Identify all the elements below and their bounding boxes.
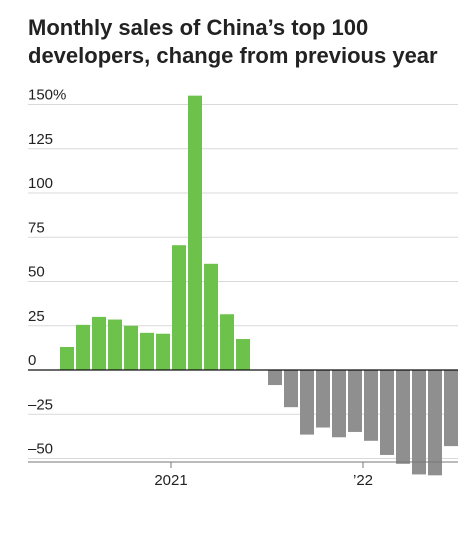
- axes: [28, 369, 458, 468]
- bar: [76, 324, 90, 370]
- y-tick-label: 25: [28, 308, 45, 325]
- bar: [380, 370, 394, 455]
- y-tick-label: 0: [28, 352, 36, 369]
- chart-title: Monthly sales of China’s top 100 develop…: [28, 15, 438, 68]
- bar: [236, 339, 250, 370]
- bar: [428, 370, 442, 476]
- bar: [300, 370, 314, 435]
- bar: [348, 370, 362, 432]
- y-tick-label: 50: [28, 264, 45, 281]
- bar: [316, 370, 330, 428]
- bar: [124, 325, 138, 370]
- bar: [156, 333, 170, 370]
- bar: [60, 346, 74, 370]
- bar: [364, 370, 378, 441]
- bar: [140, 332, 154, 370]
- bar: [284, 370, 298, 408]
- bars: [60, 95, 458, 476]
- bar: [188, 95, 202, 371]
- y-tick-label: –50: [28, 441, 53, 458]
- bar: [204, 263, 218, 370]
- bar: [444, 370, 458, 447]
- bar: [108, 319, 122, 370]
- bar: [396, 370, 410, 464]
- bar: [268, 370, 282, 386]
- x-tick-label: 2021: [154, 472, 187, 489]
- bar: [220, 314, 234, 370]
- y-tick-label: 150%: [28, 87, 66, 104]
- bar: [412, 370, 426, 475]
- tick-labels: 150% 125 100 75 50 25 0 –25 –50 2021 ’22: [28, 87, 373, 490]
- bar: [92, 316, 106, 370]
- y-tick-label: –25: [28, 396, 53, 413]
- y-tick-label: 100: [28, 175, 53, 192]
- y-tick-label: 75: [28, 219, 45, 236]
- x-tick-label: ’22: [353, 472, 373, 489]
- bar: [332, 370, 346, 438]
- y-tick-label: 125: [28, 131, 53, 148]
- bar: [172, 245, 186, 370]
